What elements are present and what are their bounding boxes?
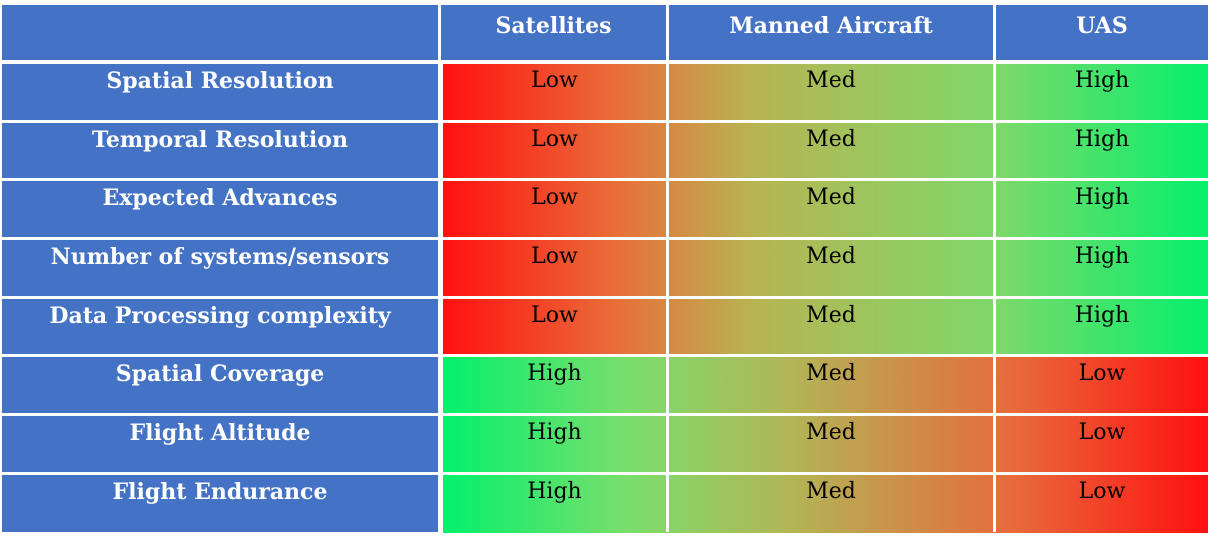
table-cell-manned: Med: [806, 68, 856, 93]
gradient-band-high-to-low: [443, 355, 1208, 533]
row-label: Flight Endurance: [2, 475, 438, 532]
table-cell-uas: High: [1074, 68, 1130, 93]
table-cell-uas: Low: [1078, 479, 1126, 504]
header-manned-aircraft: Manned Aircraft: [669, 5, 993, 60]
header-satellites: Satellites: [441, 5, 666, 60]
table-cell-uas: Low: [1078, 361, 1126, 386]
row-divider: [0, 296, 1211, 299]
table-cell-satellites: Low: [531, 185, 578, 210]
row-divider: [0, 178, 1211, 181]
table-cell-satellites: Low: [531, 244, 578, 269]
header-corner: [2, 5, 438, 60]
row-label: Data Processing complexity: [2, 299, 438, 355]
row-label: Temporal Resolution: [2, 123, 438, 179]
column-divider: [993, 64, 996, 532]
row-label: Spatial Resolution: [2, 64, 438, 120]
table-cell-satellites: High: [527, 361, 582, 386]
header-uas: UAS: [996, 5, 1208, 60]
gradient-band-low-to-high: [443, 64, 1208, 355]
row-label: Expected Advances: [2, 181, 438, 237]
table-cell-uas: Low: [1078, 420, 1126, 445]
column-divider: [666, 64, 669, 532]
row-divider: [0, 472, 1211, 475]
table-cell-uas: High: [1074, 185, 1130, 210]
table-cell-satellites: Low: [531, 68, 578, 93]
table-cell-satellites: High: [527, 479, 582, 504]
row-divider: [0, 354, 1211, 357]
row-divider: [0, 120, 1211, 123]
table-cell-manned: Med: [806, 361, 856, 386]
row-label: Spatial Coverage: [2, 357, 438, 413]
table-cell-manned: Med: [806, 420, 856, 445]
table-cell-manned: Med: [806, 479, 856, 504]
table-cell-uas: High: [1074, 244, 1130, 269]
table-cell-satellites: High: [527, 420, 582, 445]
row-label: Number of systems/sensors: [2, 240, 438, 296]
row-divider: [0, 237, 1211, 240]
table-cell-uas: High: [1074, 127, 1130, 152]
row-label: Flight Altitude: [2, 416, 438, 472]
table-cell-manned: Med: [806, 303, 856, 328]
table-cell-manned: Med: [806, 244, 856, 269]
table-cell-satellites: Low: [531, 303, 578, 328]
table-cell-manned: Med: [806, 185, 856, 210]
table-cell-uas: High: [1074, 303, 1130, 328]
table-cell-satellites: Low: [531, 127, 578, 152]
row-divider: [0, 413, 1211, 416]
table-cell-manned: Med: [806, 127, 856, 152]
